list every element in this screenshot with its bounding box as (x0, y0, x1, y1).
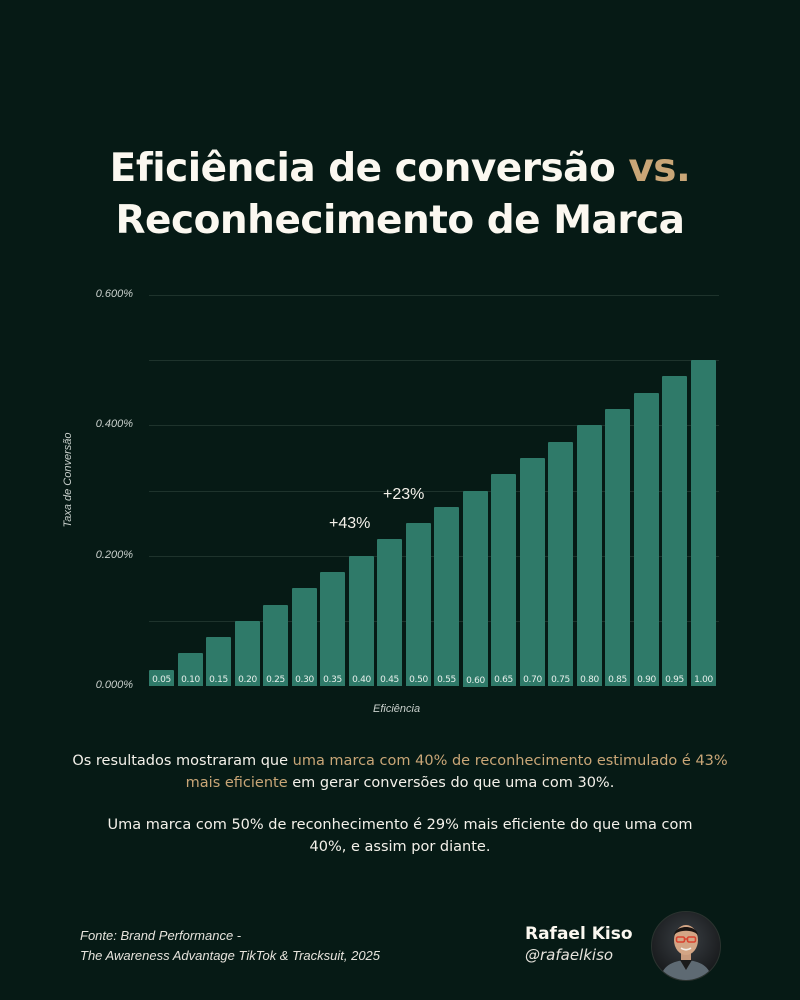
bar-1.00: 1.00 (691, 360, 716, 686)
author-avatar (651, 911, 721, 981)
source-line-1: Fonte: Brand Performance - (80, 928, 242, 943)
y-tick-label: 0.400% (95, 418, 133, 430)
bar-category-label: 0.50 (409, 675, 428, 685)
bar-category-label: 0.80 (580, 675, 599, 685)
bar-0.40: 0.40 (349, 556, 374, 686)
bar-0.85: 0.85 (605, 409, 630, 686)
bar-category-label: 0.60 (466, 676, 485, 686)
bar-category-label: 0.90 (637, 675, 656, 685)
y-tick-label: 0.000% (95, 679, 133, 691)
p1-start: Os resultados mostraram que (72, 753, 293, 769)
bar-0.80: 0.80 (577, 425, 602, 686)
bar-category-label: 0.15 (209, 675, 228, 685)
y-tick-label: 0.200% (95, 549, 133, 561)
bar-0.95: 0.95 (662, 376, 687, 686)
bar-0.50: 0.50 (406, 523, 431, 686)
author-name: Rafael Kiso (525, 924, 633, 944)
source-line-2: The Awareness Advantage TikTok & Tracksu… (80, 948, 381, 963)
x-axis-label: Eficiência (373, 703, 421, 715)
avatar-photo-icon (652, 912, 720, 980)
bar-0.45: 0.45 (377, 539, 402, 686)
bar-0.35: 0.35 (320, 572, 345, 686)
title-accent-vs: vs. (628, 146, 691, 191)
bar-category-label: 0.20 (238, 675, 257, 685)
bar-0.10: 0.10 (178, 653, 203, 686)
bar-0.75: 0.75 (548, 442, 573, 686)
title-line-2: Reconhecimento de Marca (115, 198, 685, 243)
gridline (149, 425, 719, 426)
p1-highlight: uma marca com 40% de reconhecimento esti… (185, 753, 728, 791)
bar-0.60: 0.60 (463, 491, 488, 687)
bar-category-label: 0.05 (152, 675, 171, 685)
annotation-plus-23: +23% (383, 486, 425, 503)
bar-0.15: 0.15 (206, 637, 231, 686)
bar-category-label: 0.65 (494, 675, 513, 685)
results-paragraph-1: Os resultados mostraram que uma marca co… (60, 750, 740, 794)
bar-0.20: 0.20 (235, 621, 260, 686)
bar-category-label: 0.10 (181, 675, 200, 685)
bar-category-label: 0.30 (295, 675, 314, 685)
bar-0.65: 0.65 (491, 474, 516, 686)
annotation-plus-43: +43% (329, 515, 371, 532)
bar-category-label: 0.95 (665, 675, 684, 685)
bar-category-label: 0.85 (608, 675, 627, 685)
results-paragraph-2: Uma marca com 50% de reconhecimento é 29… (107, 817, 693, 855)
bar-0.70: 0.70 (520, 458, 545, 686)
bar-0.30: 0.30 (292, 588, 317, 686)
author-handle: @rafaelkiso (525, 946, 614, 964)
bar-0.55: 0.55 (434, 507, 459, 686)
bar-category-label: 0.35 (323, 675, 342, 685)
bar-category-label: 0.45 (380, 675, 399, 685)
p1-end: em gerar conversões do que uma com 30%. (287, 775, 615, 791)
title-line-1-main: Eficiência de conversão (109, 146, 629, 191)
page-title: Eficiência de conversão vs. Reconhecimen… (0, 143, 800, 247)
bar-category-label: 0.55 (437, 675, 456, 685)
gridline (149, 360, 719, 361)
bar-chart: Taxa de Conversão Eficiência 0.000% 0.200… (62, 288, 719, 715)
bar-category-label: 0.40 (352, 675, 371, 685)
source-citation: Fonte: Brand Performance - The Awareness… (80, 926, 380, 966)
bar-category-label: 0.70 (523, 675, 542, 685)
bar-category-label: 0.75 (551, 675, 570, 685)
y-tick-label: 0.600% (95, 288, 133, 300)
bar-0.25: 0.25 (263, 605, 288, 686)
gridline (149, 295, 719, 296)
bar-category-label: 0.25 (266, 675, 285, 685)
gridline (149, 491, 719, 492)
bar-category-label: 1.00 (694, 675, 713, 685)
y-axis-label: Taxa de Conversão (62, 432, 74, 528)
bar-0.05: 0.05 (149, 670, 174, 686)
bar-0.90: 0.90 (634, 393, 659, 686)
